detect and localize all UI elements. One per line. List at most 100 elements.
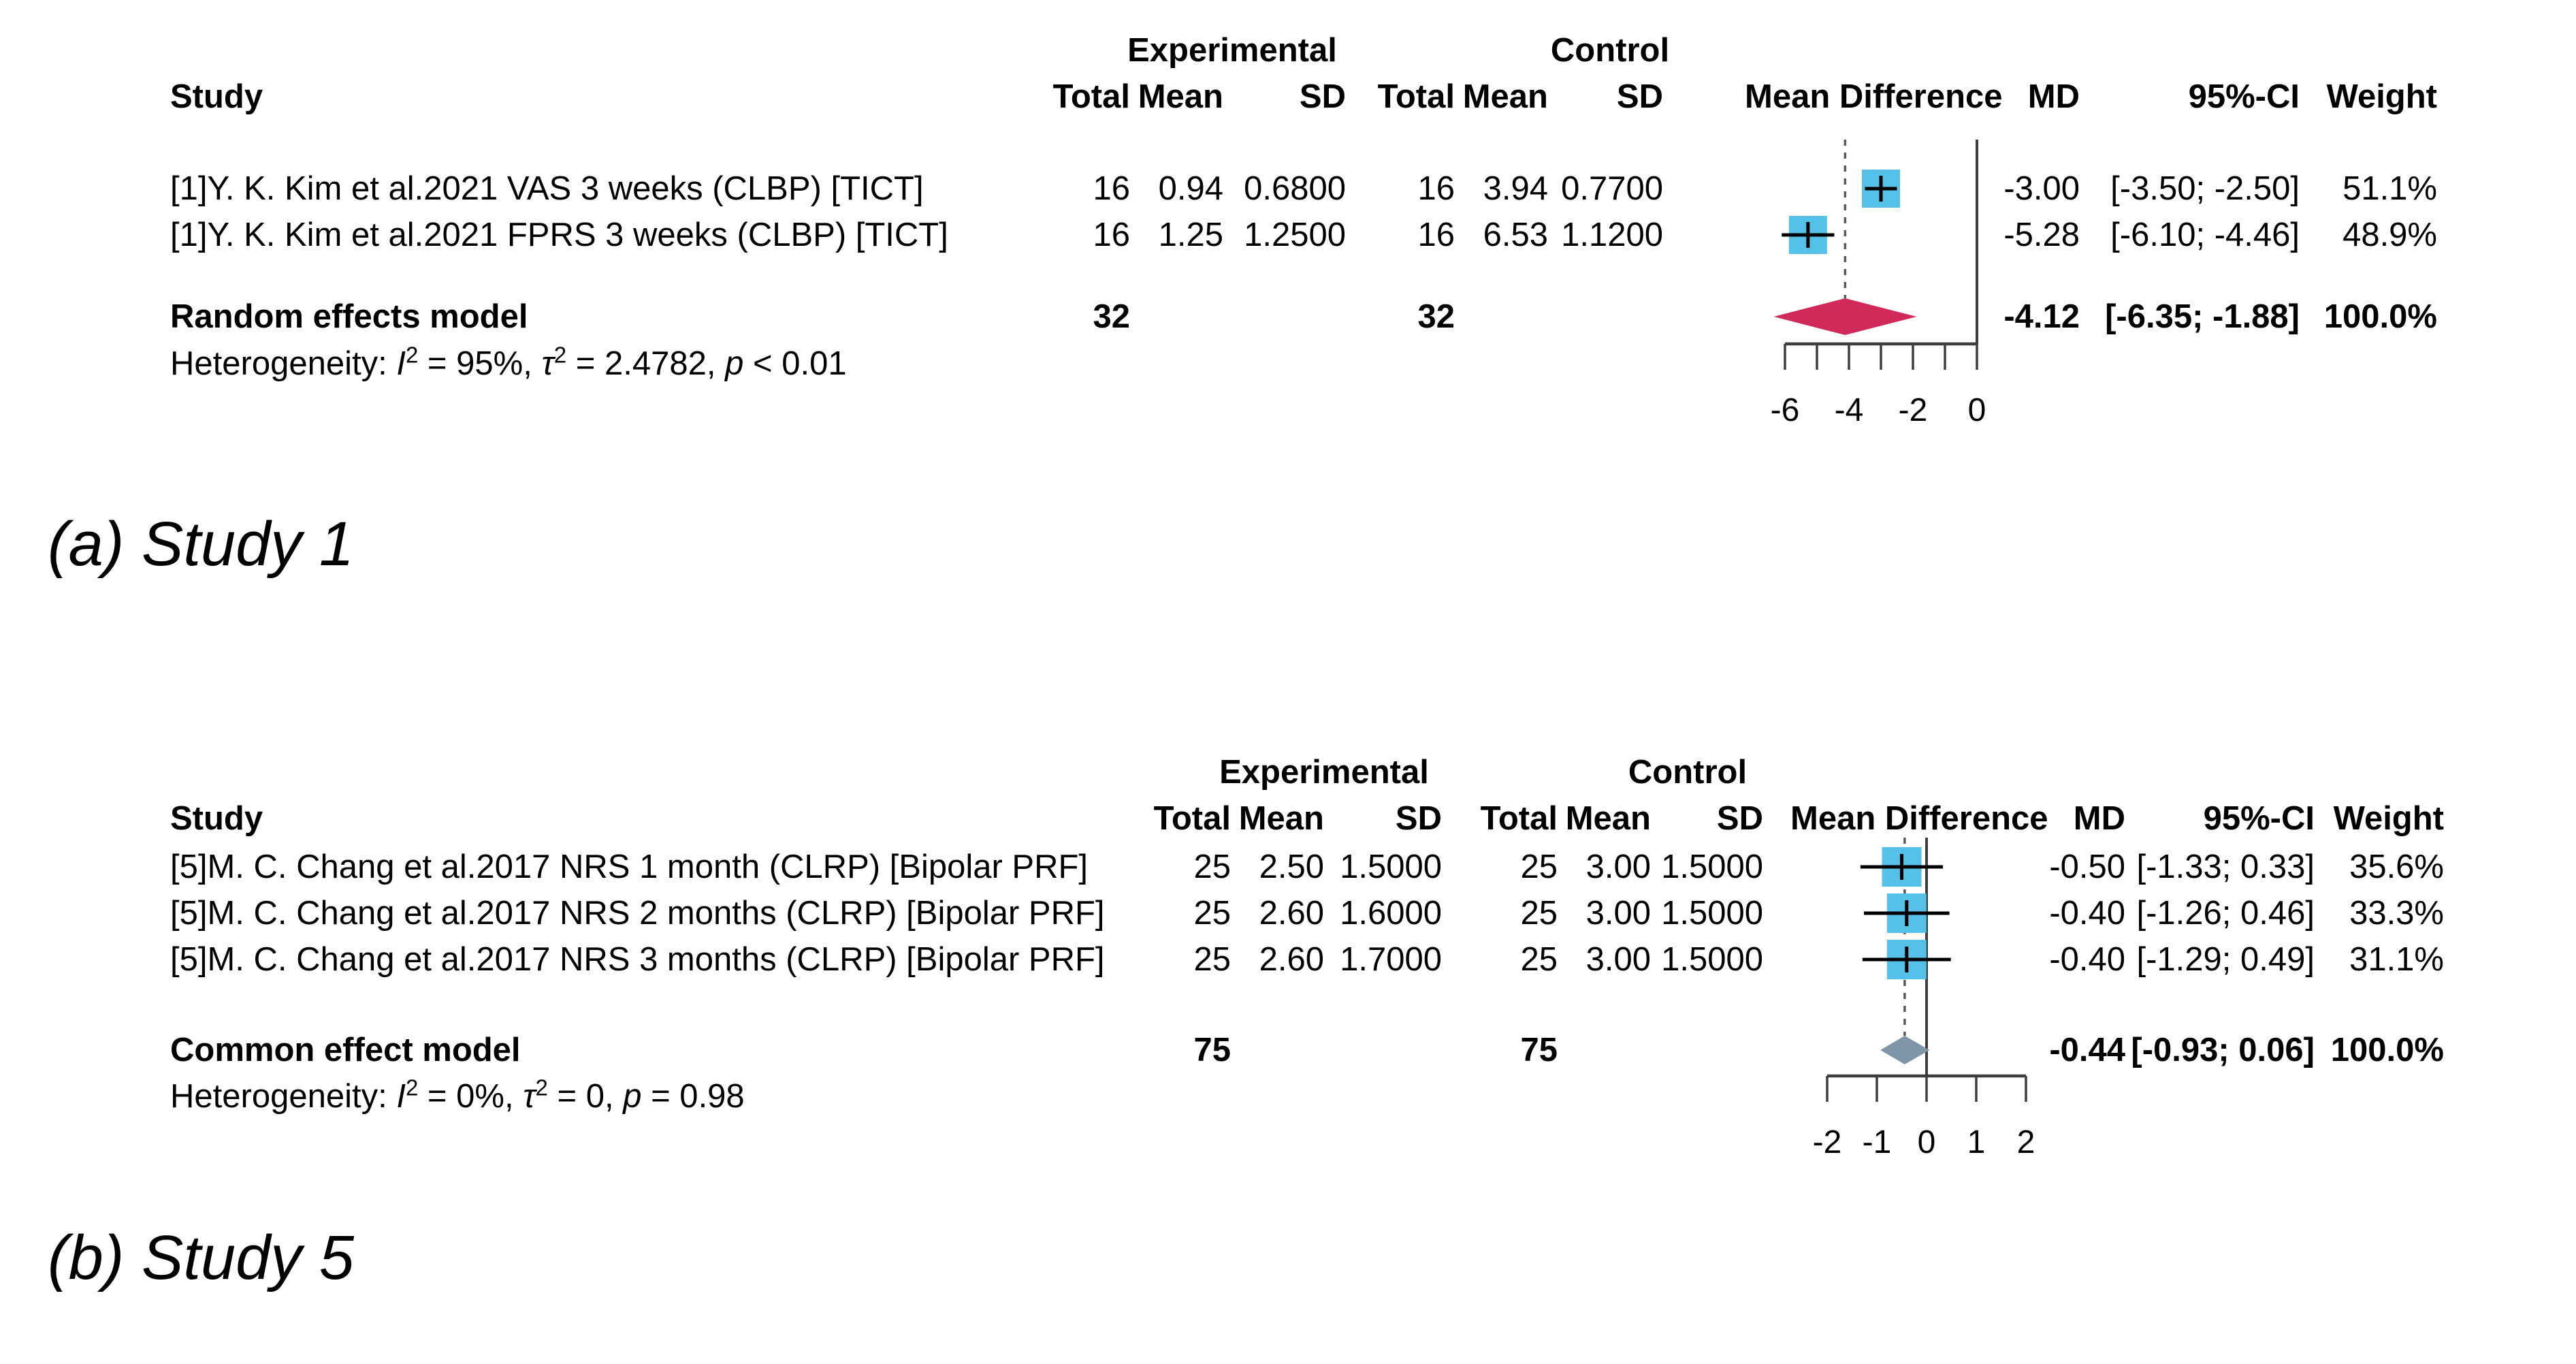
exp-total-cell: 25 [1193, 895, 1231, 932]
heterogeneity-note: Heterogeneity: I2 = 0%, τ2 = 0, p = 0.98 [170, 1075, 745, 1115]
ci-column-header: 95%-CI [2203, 800, 2315, 837]
ctl-mean-cell: 3.00 [1585, 941, 1651, 978]
ctl-mean-header: Mean [1565, 800, 1651, 837]
exp-mean-cell: 2.60 [1259, 941, 1324, 978]
weight-value: 35.6% [2349, 848, 2444, 885]
svg-text:2: 2 [2017, 1124, 2035, 1160]
svg-text:-1: -1 [1863, 1124, 1892, 1160]
exp-sd-cell: 1.5000 [1340, 848, 1442, 885]
svg-text:-2: -2 [1899, 392, 1928, 428]
exp-total-header: Total [1153, 800, 1231, 837]
summary-ci-value: [-0.93; 0.06] [2131, 1032, 2315, 1068]
ctl-sd-header: SD [1616, 78, 1663, 115]
weight-value: 48.9% [2342, 217, 2437, 253]
svg-text:-6: -6 [1771, 392, 1800, 428]
summary-ctl-total: 75 [1520, 1032, 1558, 1068]
forest-plot-study-5: -2 -1 0 1 2 Experimental Control Study Total… [0, 722, 2576, 1199]
exp-mean-cell: 0.94 [1158, 170, 1223, 207]
control-group-header: Control [1628, 754, 1748, 791]
ctl-sd-cell: 1.5000 [1661, 848, 1763, 885]
ctl-mean-header: Mean [1462, 78, 1548, 115]
exp-total-cell: 16 [1093, 170, 1130, 207]
study-label: [5]M. C. Chang et al.2017 NRS 1 month (C… [170, 848, 1089, 885]
ci-value: [-1.29; 0.49] [2136, 941, 2315, 978]
summary-exp-total: 32 [1093, 298, 1130, 335]
md-column-header: MD [2073, 800, 2125, 837]
summary-model-label: Random effects model [170, 298, 528, 335]
md-column-header: MD [2027, 78, 2080, 115]
ci-value: [-1.26; 0.46] [2136, 895, 2315, 932]
caption-study-5: (b) Study 5 [48, 1223, 354, 1292]
study-label: [1]Y. K. Kim et al.2021 FPRS 3 weeks (CL… [170, 217, 948, 253]
ctl-sd-cell: 0.7700 [1561, 170, 1663, 207]
study-label: [5]M. C. Chang et al.2017 NRS 2 months (… [170, 895, 1105, 932]
exp-total-cell: 16 [1093, 217, 1130, 253]
summary-weight-value: 100.0% [2330, 1032, 2444, 1068]
weight-value: 33.3% [2349, 895, 2444, 932]
md-value: -0.40 [2049, 941, 2125, 978]
svg-text:-2: -2 [1813, 1124, 1842, 1160]
ctl-mean-cell: 3.00 [1585, 848, 1651, 885]
weight-value: 31.1% [2349, 941, 2444, 978]
ctl-total-cell: 16 [1417, 217, 1455, 253]
exp-sd-cell: 1.6000 [1340, 895, 1442, 932]
summary-ctl-total: 32 [1417, 298, 1455, 335]
ctl-sd-cell: 1.5000 [1661, 941, 1763, 978]
exp-sd-cell: 1.7000 [1340, 941, 1442, 978]
md-value: -0.40 [2049, 895, 2125, 932]
md-value: -0.50 [2049, 848, 2125, 885]
ci-column-header: 95%-CI [2188, 78, 2300, 115]
ci-value: [-1.33; 0.33] [2136, 848, 2315, 885]
study-column-header: Study [170, 78, 263, 115]
weight-column-header: Weight [2333, 800, 2444, 837]
exp-mean-header: Mean [1138, 78, 1223, 115]
exp-total-cell: 25 [1193, 848, 1231, 885]
exp-total-cell: 25 [1193, 941, 1231, 978]
heterogeneity-note: Heterogeneity: I2 = 95%, τ2 = 2.4782, p … [170, 342, 847, 382]
exp-total-header: Total [1052, 78, 1130, 115]
mean-difference-header: Mean Difference [1790, 800, 2048, 837]
study-label: [1]Y. K. Kim et al.2021 VAS 3 weeks (CLB… [170, 170, 924, 207]
summary-weight-value: 100.0% [2323, 298, 2437, 335]
ci-value: [-3.50; -2.50] [2110, 170, 2300, 207]
ctl-sd-header: SD [1716, 800, 1763, 837]
ctl-total-cell: 25 [1520, 848, 1558, 885]
svg-text:0: 0 [1918, 1124, 1936, 1160]
exp-mean-cell: 2.50 [1259, 848, 1324, 885]
ci-value: [-6.10; -4.46] [2110, 217, 2300, 253]
summary-model-label: Common effect model [170, 1032, 521, 1068]
ctl-mean-cell: 3.00 [1585, 895, 1651, 932]
caption-study-1: (a) Study 1 [48, 509, 354, 579]
summary-md-value: -4.12 [2003, 298, 2080, 335]
ctl-sd-cell: 1.1200 [1561, 217, 1663, 253]
experimental-group-header: Experimental [1219, 754, 1429, 791]
ctl-total-cell: 16 [1417, 170, 1455, 207]
ctl-total-cell: 25 [1520, 895, 1558, 932]
summary-ci-value: [-6.35; -1.88] [2105, 298, 2300, 335]
md-value: -3.00 [2003, 170, 2080, 207]
md-value: -5.28 [2003, 217, 2080, 253]
exp-mean-cell: 1.25 [1158, 217, 1223, 253]
exp-mean-header: Mean [1238, 800, 1324, 837]
weight-column-header: Weight [2326, 78, 2437, 115]
svg-text:-4: -4 [1835, 392, 1864, 428]
mean-difference-header: Mean Difference [1745, 78, 2003, 115]
ctl-sd-cell: 1.5000 [1661, 895, 1763, 932]
summary-exp-total: 75 [1193, 1032, 1231, 1068]
ctl-mean-cell: 3.94 [1483, 170, 1548, 207]
forest-plot-study-1: -6 -4 -2 0 Experimental Control Study Total… [0, 0, 2576, 470]
control-group-header: Control [1550, 32, 1670, 69]
svg-text:1: 1 [1967, 1124, 1986, 1160]
exp-sd-header: SD [1299, 78, 1346, 115]
study-column-header: Study [170, 800, 263, 837]
exp-mean-cell: 2.60 [1259, 895, 1324, 932]
weight-value: 51.1% [2342, 170, 2437, 207]
exp-sd-cell: 1.2500 [1244, 217, 1346, 253]
exp-sd-header: SD [1395, 800, 1442, 837]
study-label: [5]M. C. Chang et al.2017 NRS 3 months (… [170, 941, 1105, 978]
summary-md-value: -0.44 [2049, 1032, 2125, 1068]
forest-plot-canvas-b: -2 -1 0 1 2 [1813, 838, 2035, 1160]
ctl-mean-cell: 6.53 [1483, 217, 1548, 253]
exp-sd-cell: 0.6800 [1244, 170, 1346, 207]
